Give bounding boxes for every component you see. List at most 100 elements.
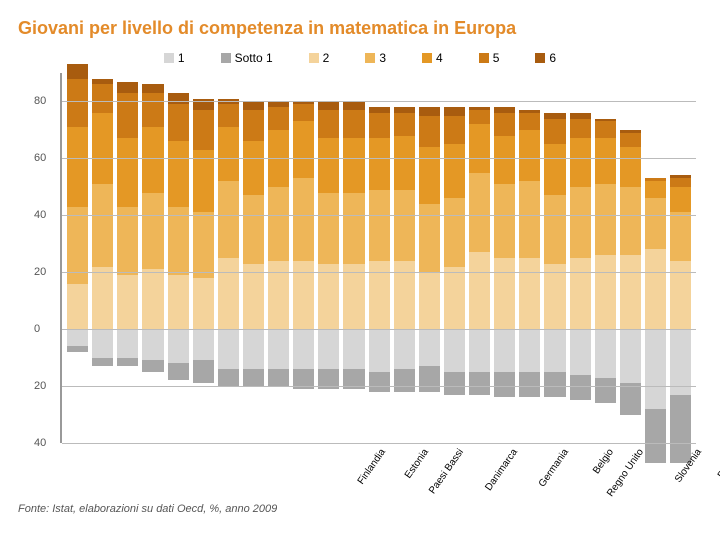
bar-segment-sotto1 — [193, 360, 214, 383]
chart-title: Giovani per livello di competenza in mat… — [18, 18, 702, 39]
bar-segment-l3 — [595, 184, 616, 255]
x-axis-label: Finlandia — [356, 447, 388, 487]
bar-segment-l2 — [469, 252, 490, 329]
bar-segment-l2 — [318, 264, 339, 329]
bar-segment-l4 — [595, 138, 616, 184]
bar-column — [167, 73, 190, 443]
bar-segment-l4 — [394, 136, 415, 190]
bar-segment-l4 — [218, 127, 239, 181]
bar-segment-l1 — [419, 329, 440, 366]
legend-label: 1 — [178, 51, 185, 65]
gridline — [62, 158, 696, 159]
bar-segment-l2 — [544, 264, 565, 329]
legend-item: 4 — [422, 51, 443, 65]
bar-segment-sotto1 — [92, 358, 113, 367]
legend-item: 6 — [535, 51, 556, 65]
bar-segment-l1 — [193, 329, 214, 360]
bar-segment-l2 — [444, 267, 465, 330]
bar-segment-l6 — [193, 99, 214, 110]
bar-column — [267, 73, 290, 443]
bar-segment-l5 — [544, 119, 565, 145]
bar-segment-l1 — [67, 329, 88, 346]
bar-segment-l2 — [218, 258, 239, 329]
bar-segment-l3 — [117, 207, 138, 275]
bar-segment-sotto1 — [519, 372, 540, 398]
bar-segment-sotto1 — [243, 369, 264, 386]
chart-footer: Fonte: Istat, elaborazioni su dati Oecd,… — [18, 503, 702, 515]
bar-segment-l2 — [645, 249, 666, 329]
bar-segment-l5 — [117, 93, 138, 139]
bar-segment-l3 — [218, 181, 239, 258]
legend-label: 6 — [549, 51, 556, 65]
bar-column — [317, 73, 340, 443]
legend-swatch — [422, 53, 432, 63]
bar-segment-l3 — [444, 198, 465, 266]
x-axis-label: Danimarca — [483, 447, 520, 493]
bar-column — [669, 73, 692, 443]
bar-segment-l2 — [343, 264, 364, 329]
y-axis-label: 80 — [34, 95, 46, 107]
bar-column — [443, 73, 466, 443]
bar-segment-l3 — [168, 207, 189, 275]
bar-segment-sotto1 — [268, 369, 289, 386]
legend-swatch — [535, 53, 545, 63]
bar-segment-l4 — [343, 138, 364, 192]
bar-segment-sotto1 — [595, 378, 616, 404]
bar-segment-l3 — [494, 184, 515, 258]
bar-column — [116, 73, 139, 443]
bar-segment-l1 — [243, 329, 264, 369]
bar-segment-sotto1 — [469, 372, 490, 395]
bar-segment-l4 — [92, 113, 113, 184]
bar-segment-l3 — [570, 187, 591, 258]
bar-segment-sotto1 — [218, 369, 239, 386]
bar-segment-l5 — [92, 84, 113, 112]
bars-container — [62, 73, 696, 443]
bar-column — [493, 73, 516, 443]
gridline — [62, 101, 696, 102]
bar-segment-l5 — [142, 93, 163, 127]
bar-segment-sotto1 — [645, 409, 666, 463]
bar-segment-sotto1 — [419, 366, 440, 392]
bar-segment-sotto1 — [168, 363, 189, 380]
bar-segment-sotto1 — [570, 375, 591, 401]
bar-segment-l1 — [570, 329, 591, 375]
bar-segment-l6 — [670, 175, 691, 178]
bar-segment-l5 — [343, 110, 364, 138]
plot-area: FinlandiaEstoniaPaesi BassiDanimarcaGerm… — [60, 73, 696, 443]
bar-segment-l5 — [67, 79, 88, 127]
legend-label: 4 — [436, 51, 443, 65]
gridline — [62, 329, 696, 330]
bar-segment-l3 — [243, 195, 264, 263]
bar-segment-l4 — [620, 147, 641, 187]
bar-segment-l6 — [444, 107, 465, 116]
x-axis-label: Polonia — [716, 447, 720, 481]
bar-segment-l2 — [67, 284, 88, 330]
x-axis-label: Germania — [536, 447, 570, 489]
bar-segment-l2 — [519, 258, 540, 329]
bar-segment-l6 — [243, 101, 264, 110]
bar-segment-l5 — [444, 116, 465, 144]
bar-segment-l2 — [117, 275, 138, 329]
bar-segment-l1 — [519, 329, 540, 372]
bar-segment-l2 — [193, 278, 214, 329]
bar-segment-sotto1 — [620, 383, 641, 414]
bar-segment-l6 — [469, 107, 490, 110]
legend-label: 2 — [323, 51, 330, 65]
bar-segment-l1 — [444, 329, 465, 372]
bar-segment-l5 — [193, 110, 214, 150]
bar-segment-l6 — [92, 79, 113, 85]
y-axis-label: 40 — [34, 437, 46, 449]
bar-column — [393, 73, 416, 443]
bar-segment-l2 — [595, 255, 616, 329]
bar-segment-l1 — [218, 329, 239, 369]
legend-item: 1 — [164, 51, 185, 65]
x-labels: FinlandiaEstoniaPaesi BassiDanimarcaGerm… — [62, 443, 696, 454]
bar-segment-l4 — [670, 187, 691, 213]
bar-segment-l1 — [92, 329, 113, 357]
bar-segment-l4 — [318, 138, 339, 192]
bar-segment-l1 — [268, 329, 289, 369]
bar-segment-l3 — [293, 178, 314, 261]
bar-segment-l4 — [67, 127, 88, 207]
bar-segment-l1 — [670, 329, 691, 394]
bar-segment-l5 — [620, 133, 641, 147]
